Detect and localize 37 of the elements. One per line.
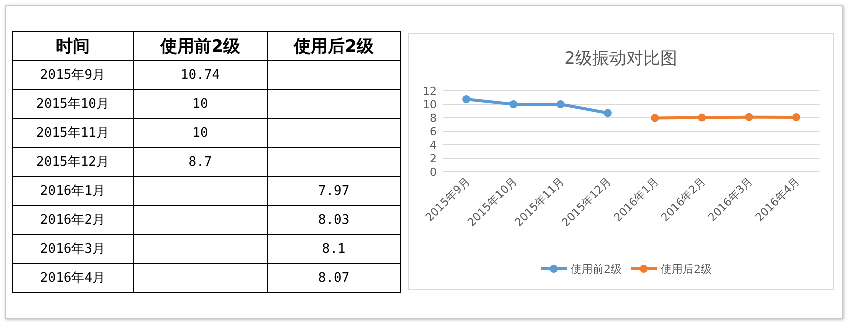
text: 使用后2级 [268, 32, 400, 60]
point [792, 114, 800, 122]
y-tick-label: 6 [430, 126, 437, 138]
table-cell: 8.03 [268, 206, 400, 234]
point [651, 114, 660, 122]
point [510, 100, 518, 108]
y-tick-label: 10 [423, 98, 437, 112]
table-cell: 10 [134, 118, 268, 148]
chart-title: 2级振动对比图 [564, 49, 678, 69]
legend-label: 使用后2级 [661, 263, 712, 276]
table-cell: 8.1 [268, 234, 400, 264]
point [556, 100, 565, 108]
point [745, 113, 754, 122]
table-cell: 2016年4月 [12, 264, 134, 292]
table-cell: 2016年2月 [12, 206, 134, 234]
table-cell: 2015年10月 [12, 90, 134, 118]
point [604, 109, 612, 118]
table-cell: 2015年9月 [12, 60, 134, 90]
table-cell: 2015年11月 [12, 118, 134, 148]
table-cell: 10.74 [134, 60, 268, 90]
table-cell: 2015年12月 [12, 148, 134, 176]
table-cell: 7.97 [268, 176, 400, 206]
y-tick-label: 2 [430, 152, 437, 166]
text: 使用前2级 [134, 32, 268, 60]
point [698, 114, 706, 122]
table-cell: 2016年1月 [12, 176, 134, 206]
table-cell: 8.07 [268, 264, 400, 292]
legend-label: 使用前2级 [571, 263, 622, 276]
table-cell: 2016年3月 [12, 234, 134, 264]
table-cell: 10 [134, 90, 268, 118]
table-cell: 8.7 [134, 148, 268, 176]
y-tick-label: 12 [423, 85, 437, 98]
y-tick-label: 0 [430, 166, 437, 179]
y-tick-label: 4 [430, 139, 437, 152]
y-tick-label: 8 [430, 112, 437, 125]
point [462, 96, 471, 104]
text: 时间 [12, 32, 134, 60]
